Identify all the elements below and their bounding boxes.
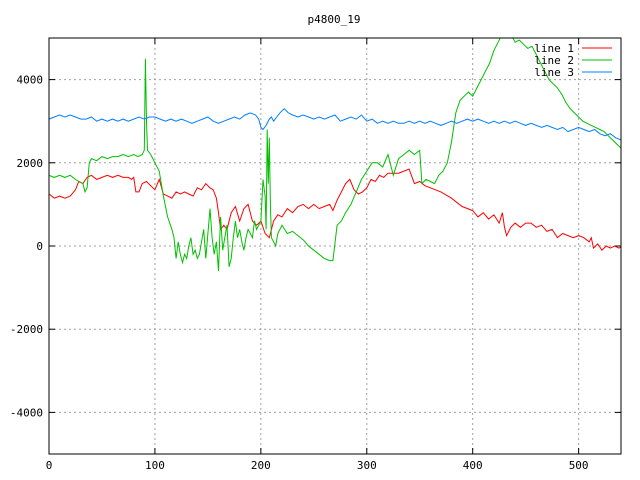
x-tick-label: 200 [251,459,271,472]
y-tick-label: -4000 [10,406,43,419]
grid [49,38,621,454]
x-tick-label: 500 [569,459,589,472]
y-tick-label: -2000 [10,323,43,336]
series-line-1 [49,168,621,251]
axis-ticks: 0 100 200 300 400 500 -4000 -2000 0 2000 4000 [10,38,621,472]
chart-title: p4800_19 [308,13,361,26]
x-tick-label: 400 [463,459,483,472]
x-tick-label: 100 [145,459,165,472]
y-tick-label: 4000 [17,74,44,87]
legend-label: line 1 [534,42,574,55]
x-tick-label: 0 [46,459,53,472]
y-tick-label: 0 [36,240,43,253]
x-tick-label: 300 [357,459,377,472]
series-lines [49,38,621,272]
y-tick-label: 2000 [17,157,44,170]
legend-label: line 2 [534,54,574,67]
series-line-3 [49,107,621,141]
legend-label: line 3 [534,66,574,79]
series-line-2 [49,38,621,272]
plot-frame [48,37,622,455]
